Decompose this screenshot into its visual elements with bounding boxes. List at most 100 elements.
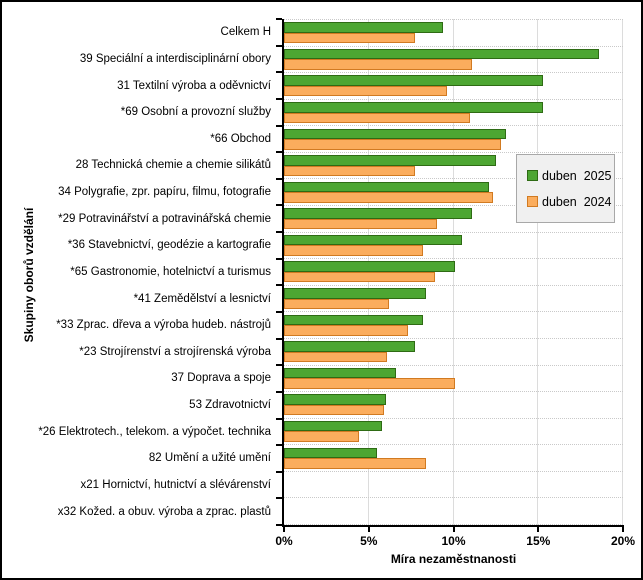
bar-series-0 — [284, 341, 415, 352]
bar-group-row — [284, 206, 623, 233]
empty-bar-slot — [284, 511, 623, 522]
category-label: x21 Hornictví, hutnictví a slévárenství — [80, 478, 271, 491]
y-tick — [276, 310, 282, 313]
category-label: 34 Polygrafie, zpr. papíru, filmu, fotog… — [58, 186, 271, 199]
y-tick — [276, 231, 282, 234]
category-label: 31 Textilní výroba a oděvnictví — [117, 79, 271, 92]
y-axis-line — [282, 19, 284, 527]
bar-series-1 — [284, 165, 415, 177]
y-tick — [276, 417, 282, 420]
bar-group-row — [284, 179, 623, 207]
y-tick — [276, 390, 282, 393]
bar-group-row — [284, 339, 623, 366]
bar-group-row — [284, 233, 623, 260]
bar-group-row — [284, 259, 623, 286]
gridline — [622, 19, 623, 525]
bar-group-row — [284, 445, 623, 472]
x-tick — [367, 527, 370, 532]
y-tick — [276, 470, 282, 473]
category-label: 82 Umění a užité umění — [148, 452, 271, 465]
x-tick — [622, 527, 624, 532]
bar-series-0 — [284, 48, 600, 60]
x-tick — [537, 527, 540, 532]
x-axis-line — [282, 525, 624, 527]
x-axis-title: Míra nezaměstnanosti — [390, 552, 517, 566]
bar-group-row — [284, 366, 623, 393]
category-label: *23 Strojírenství a strojírenská výroba — [79, 345, 271, 358]
category-label: *36 Stavebnictví, geodézie a kartografie — [67, 239, 271, 252]
bar-group-row — [284, 472, 623, 499]
y-tick — [276, 257, 282, 260]
bar-group-row — [284, 126, 623, 153]
x-tick-label: 15% — [526, 534, 551, 548]
category-axis-labels: Celkem H 39 Speciální a interdisciplinárn… — [2, 19, 278, 525]
bar-series-1 — [284, 245, 423, 256]
category-label: 39 Speciální a interdisciplinární obory — [79, 52, 271, 65]
bar-group-row — [284, 153, 623, 180]
y-tick — [276, 18, 282, 20]
bar-group-row — [284, 20, 623, 47]
bar-series-0 — [284, 155, 496, 166]
bar-series-0 — [284, 261, 456, 272]
category-label: 53 Zdravotnictví — [189, 399, 271, 412]
bar-series-0 — [284, 22, 444, 33]
x-tick — [452, 527, 455, 532]
category-label: 37 Doprava a spoje — [171, 372, 271, 385]
legend-swatch-2024 — [527, 196, 538, 207]
bar-group-row — [284, 47, 623, 74]
y-tick — [276, 151, 282, 154]
y-tick — [276, 364, 282, 367]
bar-series-1 — [284, 59, 473, 70]
category-label: *66 Obchod — [210, 132, 271, 145]
bar-series-1 — [284, 351, 388, 363]
bar-series-1 — [284, 139, 501, 150]
bar-series-1 — [284, 218, 437, 230]
gridline — [537, 19, 539, 525]
x-tick — [283, 527, 285, 532]
y-tick — [276, 337, 282, 340]
x-tick-label: 5% — [360, 534, 378, 548]
category-label: *69 Osobní a provozní služby — [120, 106, 271, 119]
bar-group-row — [284, 286, 623, 313]
bar-series-1 — [284, 298, 390, 310]
bar-series-0 — [284, 102, 544, 113]
bar-series-1 — [284, 378, 456, 389]
category-label: *41 Zemědělství a lesnictví — [133, 292, 271, 305]
category-label: *33 Zprac. dřeva a výroba hudeb. nástroj… — [56, 319, 271, 332]
bar-group-row — [284, 498, 623, 525]
legend-swatch-2025 — [527, 170, 538, 181]
bar-series-1 — [284, 112, 471, 124]
bar-series-0 — [284, 367, 396, 379]
bar-group-row — [284, 392, 623, 419]
bar-series-1 — [284, 404, 384, 416]
y-tick — [276, 524, 282, 526]
bar-group-row — [284, 419, 623, 446]
bar-series-0 — [284, 208, 473, 219]
y-tick — [276, 284, 282, 287]
category-label: x32 Kožed. a obuv. výroba a zprac. plast… — [57, 505, 271, 518]
x-tick-label: 10% — [441, 534, 466, 548]
y-tick — [276, 97, 282, 100]
bar-series-1 — [284, 192, 493, 203]
legend-entry-2024: duben 2024 — [527, 195, 614, 209]
y-tick — [276, 444, 282, 447]
legend-label-2024: duben 2024 — [542, 194, 612, 209]
bar-series-0 — [284, 128, 506, 140]
bar-series-1 — [284, 271, 435, 283]
legend-label-2025: duben 2025 — [542, 168, 612, 183]
empty-bar-slot — [284, 501, 623, 512]
legend: duben 2025 duben 2024 — [516, 154, 615, 223]
bar-group-row — [284, 312, 623, 339]
gridline — [452, 19, 454, 525]
category-label: Celkem H — [220, 26, 271, 39]
y-tick — [276, 71, 282, 74]
category-label: *29 Potravinářství a potravinářská chemi… — [58, 212, 271, 225]
bar-series-1 — [284, 32, 415, 44]
y-tick — [276, 177, 282, 180]
y-tick — [276, 204, 282, 207]
bar-series-0 — [284, 181, 490, 193]
y-tick — [276, 44, 282, 47]
bar-series-0 — [284, 447, 378, 459]
bar-series-0 — [284, 314, 423, 326]
legend-entry-2025: duben 2025 — [527, 169, 614, 183]
